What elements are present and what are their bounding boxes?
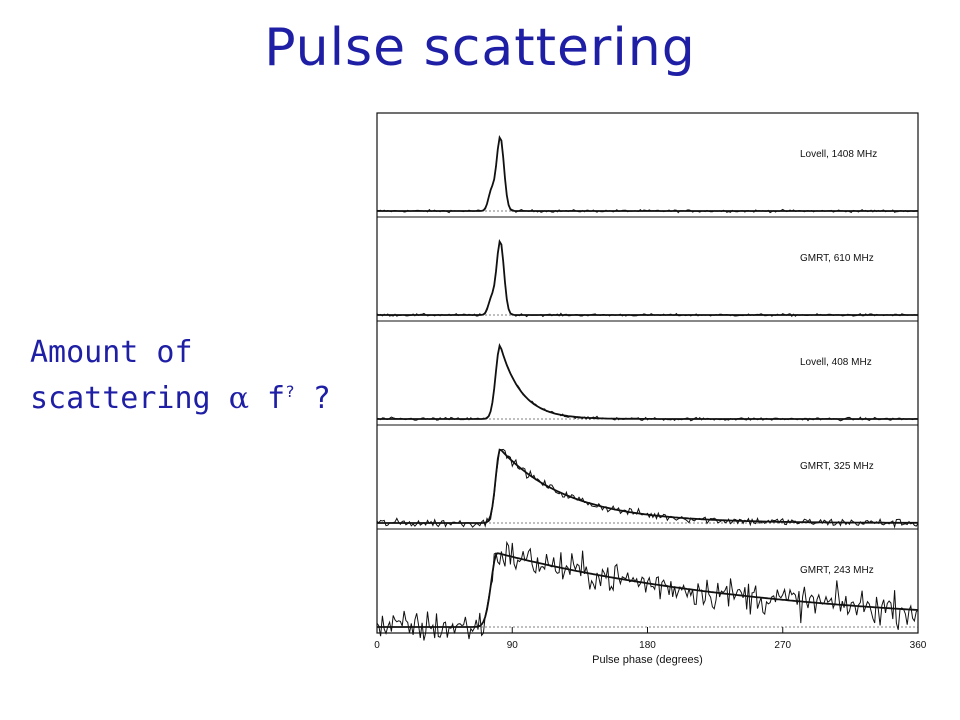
- unknown-exponent: ?: [285, 382, 295, 401]
- x-tick-label-90: 90: [507, 640, 519, 651]
- panel-label-4: GMRT, 325 MHz: [800, 461, 874, 472]
- chart-panels: Lovell, 1408 MHz GMRT, 610 MHz Lovell, 408…: [376, 135, 919, 641]
- fitted-profile-3: [377, 343, 918, 420]
- frequency-symbol: f: [267, 381, 286, 416]
- alpha-symbol: α: [228, 381, 249, 416]
- fitted-profile-2: [377, 238, 918, 316]
- x-tick-label-360: 360: [910, 640, 927, 651]
- x-tick-label-0: 0: [374, 640, 380, 651]
- plot-border: [376, 112, 919, 634]
- question-mark: ?: [312, 381, 331, 416]
- observed-profile-5: [376, 540, 919, 641]
- panel-label-5: GMRT, 243 MHz: [800, 565, 874, 576]
- x-axis: 0 90 180 270 360 Pulse phase (degrees): [374, 627, 927, 666]
- chart-frame: [376, 112, 919, 634]
- side-text-word: scattering: [30, 381, 211, 416]
- fitted-profile-5: [377, 552, 919, 628]
- x-tick-label-270: 270: [774, 640, 791, 651]
- scattering-question: Amount of scattering α f? ?: [30, 330, 331, 422]
- side-text-line-2: scattering α f? ?: [30, 376, 331, 422]
- fitted-profile-1: [377, 135, 918, 212]
- panel-label-2: GMRT, 610 MHz: [800, 253, 874, 264]
- slide-title: Pulse scattering: [264, 18, 696, 78]
- side-text-line-1: Amount of: [30, 335, 193, 370]
- panel-label-3: Lovell, 408 MHz: [800, 357, 872, 368]
- x-tick-label-180: 180: [639, 640, 656, 651]
- x-axis-label: Pulse phase (degrees): [592, 654, 703, 666]
- fitted-profile-4: [377, 448, 918, 524]
- panel-label-1: Lovell, 1408 MHz: [800, 149, 877, 160]
